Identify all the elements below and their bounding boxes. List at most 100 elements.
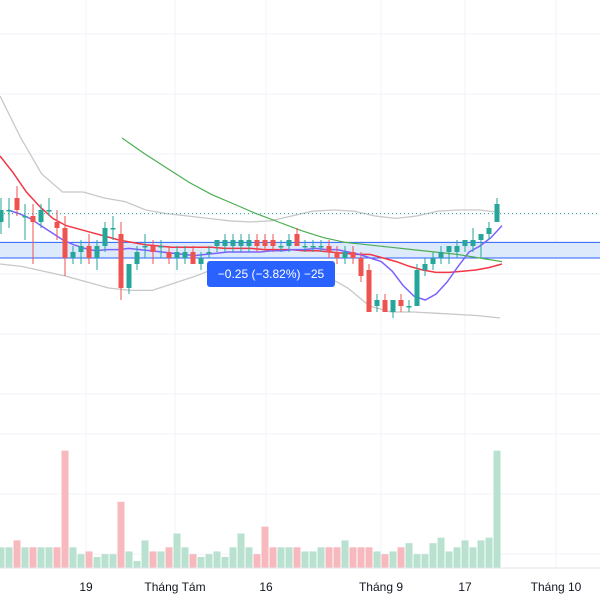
- volume-bar: [37, 547, 45, 568]
- candle: [166, 246, 172, 264]
- candle-body: [294, 234, 300, 246]
- candle: [198, 252, 204, 270]
- volume-bar: [357, 547, 365, 568]
- x-tick-label: Tháng 10: [531, 580, 582, 594]
- volume-bar: [397, 547, 405, 568]
- candle-body: [462, 240, 468, 246]
- volume-bar: [229, 547, 237, 568]
- volume-bar: [117, 501, 125, 568]
- volume-bar: [13, 540, 21, 568]
- volume-bar: [197, 556, 205, 568]
- candle: [494, 198, 500, 222]
- candle: [118, 222, 124, 300]
- candle: [0, 198, 4, 234]
- candle-body: [358, 258, 364, 276]
- volume-bar: [157, 551, 165, 568]
- volume-bar: [245, 547, 253, 568]
- candle-body: [190, 252, 196, 264]
- volume-bar: [341, 540, 349, 568]
- volume-bar: [165, 547, 173, 568]
- volume-bar: [469, 547, 477, 568]
- volume-bar: [181, 547, 189, 568]
- volume-bar: [429, 543, 437, 568]
- candle: [14, 186, 20, 216]
- price-change-badge: −0.25 (−3.82%) −25: [207, 261, 335, 287]
- volume-bar: [453, 547, 461, 568]
- candle-body: [158, 246, 164, 248]
- volume-bar: [421, 554, 429, 568]
- candle-body: [54, 222, 60, 228]
- candle-body: [494, 204, 500, 222]
- candle: [342, 246, 348, 264]
- volume-bar: [101, 554, 109, 568]
- candle-body: [366, 270, 372, 312]
- ma-red-line: [0, 155, 503, 274]
- candle-body: [198, 258, 204, 264]
- candle-body: [246, 240, 252, 246]
- candle-body: [38, 210, 44, 222]
- x-tick-label: 17: [458, 580, 472, 594]
- candle-body: [374, 300, 380, 306]
- volume-bar: [309, 551, 317, 568]
- candle-body: [214, 240, 220, 246]
- candle: [174, 246, 180, 270]
- candle: [358, 252, 364, 282]
- candle: [254, 234, 260, 252]
- candle-body: [134, 252, 140, 264]
- candle: [390, 300, 396, 318]
- volume-bar: [53, 547, 61, 568]
- candle: [302, 240, 308, 252]
- candle-body: [110, 228, 116, 230]
- candle: [86, 234, 92, 264]
- candle-body: [86, 246, 92, 258]
- candle: [326, 240, 332, 258]
- candle: [190, 246, 196, 264]
- candle-body: [414, 270, 420, 306]
- candle-body: [14, 198, 20, 210]
- candle-body: [6, 210, 12, 212]
- candle-body: [270, 240, 276, 246]
- candle-body: [0, 210, 4, 222]
- volume-bar: [389, 551, 397, 568]
- candle-body: [254, 240, 260, 246]
- candle-body: [398, 300, 404, 306]
- candle: [462, 240, 468, 252]
- x-tick-label: 19: [79, 580, 93, 594]
- candle: [158, 240, 164, 258]
- x-tick-label: Tháng 9: [359, 580, 403, 594]
- candle-body: [318, 246, 324, 248]
- candle-body: [142, 246, 148, 248]
- volume-bar: [269, 547, 277, 568]
- candle-body: [382, 300, 388, 312]
- candle-body: [486, 228, 492, 234]
- volume-bar: [109, 554, 117, 568]
- candle: [334, 246, 340, 264]
- candle-body: [302, 246, 308, 248]
- candle: [70, 246, 76, 264]
- volume-bar: [261, 526, 269, 568]
- candle: [278, 240, 284, 252]
- candle: [78, 240, 84, 264]
- volume-bar: [301, 551, 309, 568]
- candle: [318, 240, 324, 252]
- volume-bar: [45, 547, 53, 568]
- candle-body: [422, 264, 428, 270]
- candle: [54, 210, 60, 240]
- volume-bar: [0, 547, 5, 568]
- candle: [270, 234, 276, 252]
- volume-bar: [317, 547, 325, 568]
- candle: [182, 246, 188, 264]
- volume-bar: [477, 540, 485, 568]
- candle-body: [470, 240, 476, 246]
- candle-body: [70, 252, 76, 258]
- volume-bar: [461, 540, 469, 568]
- candle-body: [150, 246, 156, 252]
- volume-bar: [365, 547, 373, 568]
- candle-body: [278, 246, 284, 248]
- candle-body: [326, 246, 332, 252]
- candle: [382, 294, 388, 312]
- volume-bar: [125, 551, 133, 568]
- candle-body: [182, 252, 188, 258]
- candle: [350, 246, 356, 264]
